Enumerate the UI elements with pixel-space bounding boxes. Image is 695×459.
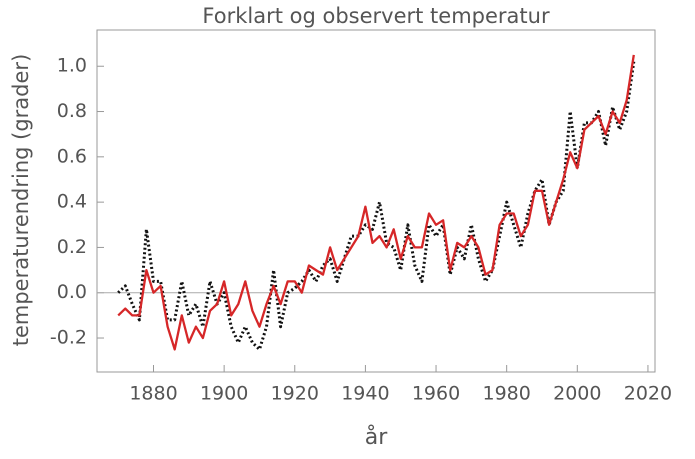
- y-tick-label: 0.6: [57, 145, 87, 167]
- x-tick-label: 1980: [482, 383, 530, 405]
- plot-frame: [96, 29, 656, 373]
- chart-title: Forklart og observert temperatur: [202, 4, 550, 28]
- x-tick-label: 1940: [341, 383, 389, 405]
- x-tick-label: 1960: [412, 383, 460, 405]
- x-tick-label: 2020: [624, 383, 672, 405]
- y-axis-label: temperaturendring (grader): [9, 54, 33, 347]
- x-tick-label: 2000: [553, 383, 601, 405]
- y-tick-label: 0.0: [57, 281, 87, 303]
- y-tick-label: 0.4: [57, 191, 87, 213]
- series-line: [117, 61, 636, 351]
- x-tick-label: 1880: [129, 383, 177, 405]
- series-line: [117, 54, 635, 351]
- y-tick-label: 0.2: [57, 236, 87, 258]
- x-tick-label: 1920: [271, 383, 319, 405]
- x-tick-label: 1900: [200, 383, 248, 405]
- x-axis-label: år: [365, 424, 388, 450]
- y-tick-label: 0.8: [57, 100, 87, 122]
- y-tick-label: 1.0: [57, 55, 87, 77]
- y-tick-label: -0.2: [50, 327, 87, 349]
